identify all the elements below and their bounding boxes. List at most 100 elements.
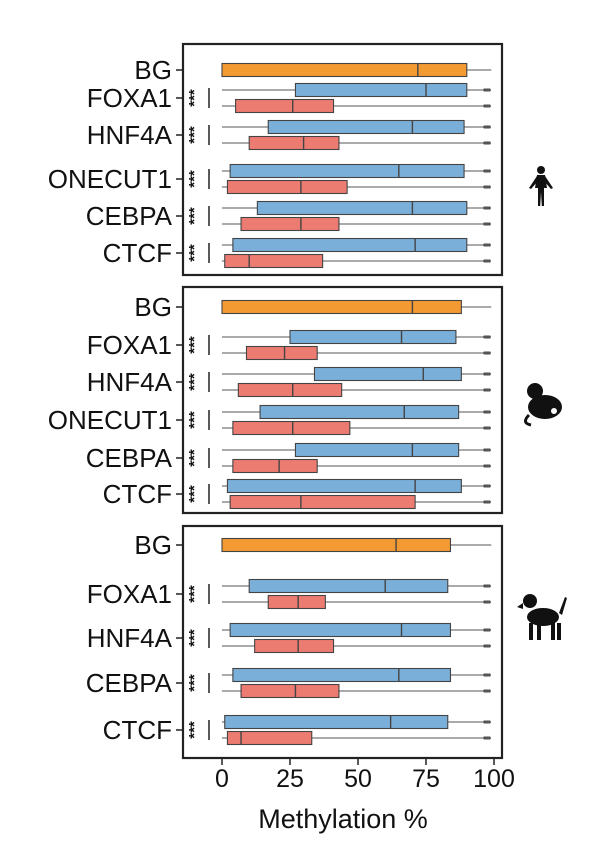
category-label-ctcf: CTCF — [103, 479, 172, 509]
outlier-point — [487, 584, 491, 588]
outlier-point — [483, 243, 487, 247]
category-label-ctcf: CTCF — [103, 238, 172, 268]
outlier-point — [487, 500, 491, 504]
outlier-point — [487, 720, 491, 724]
outlier-point — [487, 141, 491, 145]
x-tick-label: 50 — [344, 765, 372, 793]
box-cebpa-red — [222, 458, 491, 474]
iqr-box — [267, 119, 465, 135]
dog-silhouette-icon — [517, 594, 567, 640]
outlier-point — [485, 410, 489, 414]
outlier-point — [483, 104, 487, 108]
outlier-point — [483, 500, 487, 504]
box-hnf4a-red — [222, 135, 491, 151]
outlier-point — [487, 243, 491, 247]
significance-stars: *** — [186, 373, 203, 391]
outlier-point — [483, 464, 487, 468]
box-bg-orange — [221, 299, 492, 315]
icon-snout — [517, 603, 523, 609]
box-foxa1-red — [222, 98, 491, 114]
category-label-bg: BG — [134, 55, 172, 85]
outlier-point — [483, 351, 487, 355]
outlier-point — [487, 736, 491, 740]
iqr-box — [229, 622, 452, 638]
icon-head — [523, 594, 537, 608]
outlier-point — [487, 673, 491, 677]
outlier-point — [485, 185, 489, 189]
outlier-point — [483, 222, 487, 226]
outlier-point — [483, 185, 487, 189]
box-hnf4a-red — [222, 382, 491, 398]
outlier-point — [485, 222, 489, 226]
outlier-point — [485, 500, 489, 504]
category-label-ctcf: CTCF — [103, 715, 172, 745]
icon-leg — [551, 623, 555, 640]
outlier-point — [487, 169, 491, 173]
outlier-point — [487, 464, 491, 468]
outlier-point — [485, 448, 489, 452]
outlier-point — [485, 628, 489, 632]
box-ctcf-blue — [222, 478, 491, 494]
iqr-box — [259, 404, 460, 420]
outlier-point — [487, 351, 491, 355]
iqr-box — [229, 494, 416, 510]
category-label-hnf4a: HNF4A — [87, 623, 173, 653]
outlier-point — [485, 736, 489, 740]
significance-stars: *** — [186, 629, 203, 647]
box-onecut1-red — [222, 420, 491, 436]
outlier-point — [483, 88, 487, 92]
outlier-point — [483, 372, 487, 376]
x-tick-label: 0 — [215, 765, 229, 793]
outlier-point — [483, 169, 487, 173]
outlier-point — [485, 388, 489, 392]
significance-stars: *** — [186, 89, 203, 107]
outlier-point — [487, 426, 491, 430]
outlier-point — [485, 88, 489, 92]
icon-body — [535, 175, 547, 206]
category-label-cebpa: CEBPA — [86, 201, 173, 231]
significance-stars: *** — [186, 485, 203, 503]
iqr-box — [226, 730, 313, 746]
box-ctcf-red — [222, 730, 491, 746]
iqr-box — [221, 299, 462, 315]
iqr-box — [232, 458, 318, 474]
outlier-point — [485, 584, 489, 588]
category-label-cebpa: CEBPA — [86, 443, 173, 473]
panels-group: BGFOXA1HNF4AONECUT1CEBPACTCF************… — [48, 42, 567, 760]
outlier-point — [483, 206, 487, 210]
outlier-point — [483, 484, 487, 488]
outlier-point — [487, 410, 491, 414]
iqr-box — [237, 382, 343, 398]
outlier-point — [487, 222, 491, 226]
outlier-point — [487, 628, 491, 632]
outlier-point — [487, 335, 491, 339]
iqr-box — [248, 578, 449, 594]
panel-frame — [181, 285, 504, 515]
x-tick-label: 75 — [412, 765, 440, 793]
x-tick-label: 100 — [473, 765, 515, 793]
panel-3: BG FOXA1 HNF4A CEBPA CTCF *** *** *** *** — [86, 524, 567, 760]
iqr-box — [232, 420, 351, 436]
iqr-box — [256, 200, 468, 216]
box-cebpa-red — [222, 683, 491, 699]
box-ctcf-red — [222, 253, 491, 269]
outlier-point — [483, 736, 487, 740]
outlier-point — [487, 689, 491, 693]
panel-frame — [181, 524, 504, 760]
box-foxa1-red — [222, 345, 491, 361]
significance-stars: *** — [186, 721, 203, 739]
box-onecut1-red — [222, 179, 491, 195]
iqr-box — [224, 714, 449, 730]
box-foxa1-blue — [222, 82, 491, 98]
outlier-point — [483, 388, 487, 392]
outlier-point — [487, 372, 491, 376]
iqr-box — [229, 163, 465, 179]
significance-stars: *** — [186, 170, 203, 188]
iqr-box — [224, 253, 324, 269]
outlier-point — [485, 426, 489, 430]
icon-tail — [559, 597, 567, 615]
outlier-point — [487, 600, 491, 604]
